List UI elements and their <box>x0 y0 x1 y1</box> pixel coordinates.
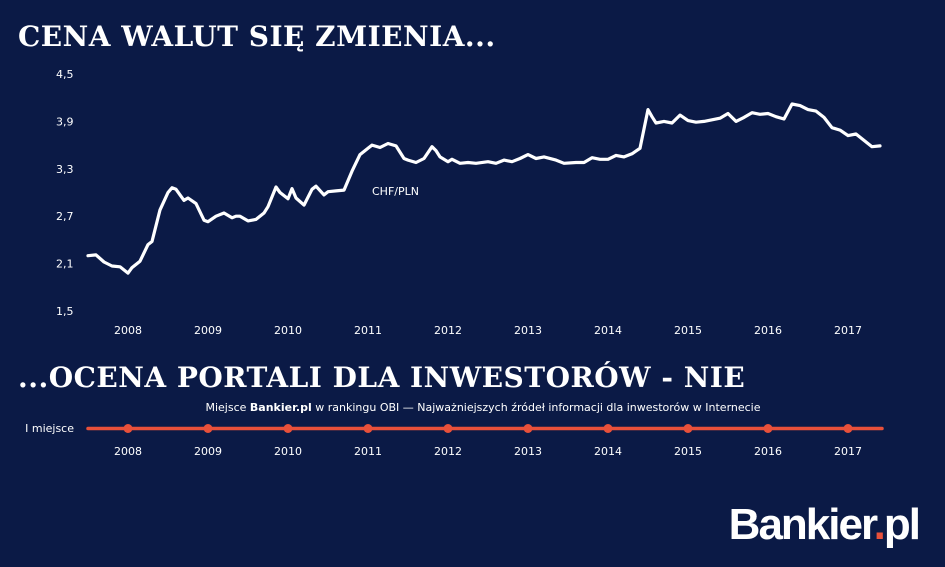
x-tick-label: 2011 <box>354 324 382 337</box>
y-tick-label: 2,7 <box>56 210 74 223</box>
rank-x-tick-label: 2013 <box>514 445 542 458</box>
rank-x-tick-label: 2009 <box>194 445 222 458</box>
rank-markers <box>123 424 853 433</box>
y-tick-label: 3,3 <box>56 163 74 176</box>
rank-marker <box>603 424 613 433</box>
ranking-caption-suffix: w rankingu OBI — Najważniejszych źródeł … <box>311 401 761 414</box>
y-tick-label: 3,9 <box>56 115 74 128</box>
rank-marker <box>283 424 293 433</box>
rank-x-axis-ticks: 2008 2009 2010 2011 2012 2013 2014 2015 2016 2017 <box>114 445 862 458</box>
rank-x-tick-label: 2011 <box>354 445 382 458</box>
x-tick-label: 2012 <box>434 324 462 337</box>
rank-x-tick-label: 2012 <box>434 445 462 458</box>
x-tick-label: 2013 <box>514 324 542 337</box>
price-chart: 4,53,93,32,72,11,5 2008 2009 2010 2011 2012 2… <box>56 68 882 337</box>
x-tick-label: 2017 <box>834 324 862 337</box>
rank-marker <box>763 424 773 433</box>
chf-pln-series-line <box>86 102 882 275</box>
x-tick-label: 2010 <box>274 324 302 337</box>
ranking-caption: Miejsce Bankier.pl w rankingu OBI — Najw… <box>0 401 945 414</box>
rank-x-tick-label: 2010 <box>274 445 302 458</box>
rank-x-tick-label: 2016 <box>754 445 782 458</box>
rank-marker <box>843 424 853 433</box>
y-tick-label: 1,5 <box>56 305 74 318</box>
rank-x-tick-label: 2017 <box>834 445 862 458</box>
y-tick-label: 4,5 <box>56 68 74 81</box>
rank-marker <box>203 424 213 433</box>
y-axis-ticks: 4,5 3,9 3,3 2,7 2,1 1,5 <box>56 68 74 318</box>
logo-dot: . <box>873 500 886 549</box>
rank-marker <box>443 424 453 433</box>
ranking-caption-brand: Bankier.pl <box>249 401 312 414</box>
headline-bottom: ...OCENA PORTALI DLA INWESTORÓW - NIE <box>18 361 746 394</box>
x-tick-label: 2016 <box>754 324 782 337</box>
x-axis-ticks: 2008 2009 2010 2011 2012 2013 2014 2015 2016 2017 <box>114 324 862 337</box>
x-tick-label: 2014 <box>594 324 622 337</box>
rank-marker <box>363 424 373 433</box>
bankier-logo: Bankier.pl <box>728 500 921 549</box>
rank-x-tick-label: 2008 <box>114 445 142 458</box>
x-tick-label: 2015 <box>674 324 702 337</box>
rank-y-label: I miejsce <box>25 422 74 435</box>
rank-x-tick-label: 2014 <box>594 445 622 458</box>
series-annotation-label: CHF/PLN <box>372 185 419 198</box>
rank-marker <box>123 424 133 433</box>
ranking-chart: I miejsce 2008 2009 2010 2011 2012 2013 2014 20… <box>25 422 884 458</box>
x-tick-label: 2009 <box>194 324 222 337</box>
rank-marker <box>683 424 693 433</box>
y-tick-label: 2,1 <box>56 258 74 271</box>
rank-marker <box>523 424 533 433</box>
x-tick-label: 2008 <box>114 324 142 337</box>
logo-tld: pl <box>883 500 921 549</box>
logo-name: Bankier <box>728 500 876 549</box>
rank-x-tick-label: 2015 <box>674 445 702 458</box>
ranking-caption-prefix: Miejsce <box>205 401 250 414</box>
headline-top: CENA WALUT SIĘ ZMIENIA... <box>18 20 496 53</box>
